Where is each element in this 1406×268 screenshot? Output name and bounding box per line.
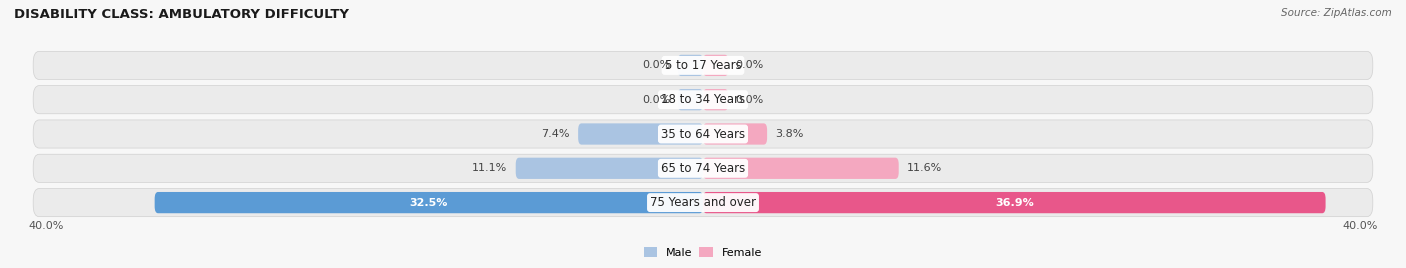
Text: 3.8%: 3.8% bbox=[776, 129, 804, 139]
FancyBboxPatch shape bbox=[703, 192, 1326, 213]
Text: 7.4%: 7.4% bbox=[541, 129, 569, 139]
FancyBboxPatch shape bbox=[34, 86, 1372, 114]
Text: 18 to 34 Years: 18 to 34 Years bbox=[661, 93, 745, 106]
Text: 11.6%: 11.6% bbox=[907, 163, 942, 173]
Text: DISABILITY CLASS: AMBULATORY DIFFICULTY: DISABILITY CLASS: AMBULATORY DIFFICULTY bbox=[14, 8, 349, 21]
Text: 36.9%: 36.9% bbox=[995, 198, 1033, 208]
Text: 40.0%: 40.0% bbox=[28, 221, 63, 232]
Text: 75 Years and over: 75 Years and over bbox=[650, 196, 756, 209]
Text: 11.1%: 11.1% bbox=[472, 163, 508, 173]
Text: 35 to 64 Years: 35 to 64 Years bbox=[661, 128, 745, 140]
Text: 5 to 17 Years: 5 to 17 Years bbox=[665, 59, 741, 72]
Text: 0.0%: 0.0% bbox=[735, 60, 763, 70]
Text: 0.0%: 0.0% bbox=[643, 60, 671, 70]
Legend: Male, Female: Male, Female bbox=[640, 243, 766, 262]
Text: Source: ZipAtlas.com: Source: ZipAtlas.com bbox=[1281, 8, 1392, 18]
Text: 0.0%: 0.0% bbox=[643, 95, 671, 105]
FancyBboxPatch shape bbox=[516, 158, 703, 179]
Text: 65 to 74 Years: 65 to 74 Years bbox=[661, 162, 745, 175]
FancyBboxPatch shape bbox=[34, 189, 1372, 217]
FancyBboxPatch shape bbox=[703, 158, 898, 179]
Text: 40.0%: 40.0% bbox=[1343, 221, 1378, 232]
FancyBboxPatch shape bbox=[34, 51, 1372, 79]
FancyBboxPatch shape bbox=[34, 120, 1372, 148]
FancyBboxPatch shape bbox=[578, 123, 703, 145]
FancyBboxPatch shape bbox=[678, 55, 703, 76]
FancyBboxPatch shape bbox=[34, 154, 1372, 182]
Text: 0.0%: 0.0% bbox=[735, 95, 763, 105]
FancyBboxPatch shape bbox=[703, 55, 728, 76]
FancyBboxPatch shape bbox=[678, 89, 703, 110]
FancyBboxPatch shape bbox=[703, 123, 768, 145]
FancyBboxPatch shape bbox=[155, 192, 703, 213]
FancyBboxPatch shape bbox=[703, 89, 728, 110]
Text: 32.5%: 32.5% bbox=[409, 198, 449, 208]
